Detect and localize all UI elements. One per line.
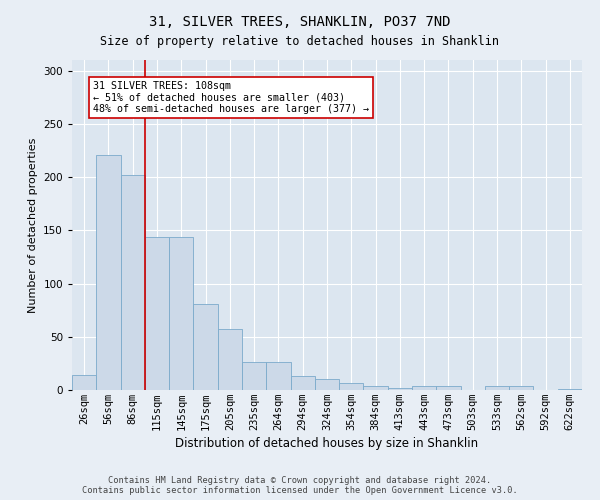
- Bar: [242, 362, 266, 390]
- Bar: [145, 236, 169, 390]
- Bar: [509, 386, 533, 390]
- X-axis label: Distribution of detached houses by size in Shanklin: Distribution of detached houses by size …: [175, 437, 479, 450]
- Bar: [485, 386, 509, 390]
- Bar: [193, 304, 218, 390]
- Text: 31, SILVER TREES, SHANKLIN, PO37 7ND: 31, SILVER TREES, SHANKLIN, PO37 7ND: [149, 15, 451, 29]
- Bar: [169, 236, 193, 390]
- Bar: [218, 330, 242, 390]
- Bar: [339, 382, 364, 390]
- Bar: [364, 386, 388, 390]
- Text: Size of property relative to detached houses in Shanklin: Size of property relative to detached ho…: [101, 35, 499, 48]
- Bar: [121, 175, 145, 390]
- Bar: [290, 376, 315, 390]
- Bar: [315, 380, 339, 390]
- Y-axis label: Number of detached properties: Number of detached properties: [28, 138, 38, 312]
- Bar: [388, 388, 412, 390]
- Bar: [266, 362, 290, 390]
- Bar: [96, 154, 121, 390]
- Bar: [72, 375, 96, 390]
- Text: 31 SILVER TREES: 108sqm
← 51% of detached houses are smaller (403)
48% of semi-d: 31 SILVER TREES: 108sqm ← 51% of detache…: [92, 82, 368, 114]
- Bar: [558, 389, 582, 390]
- Text: Contains HM Land Registry data © Crown copyright and database right 2024.
Contai: Contains HM Land Registry data © Crown c…: [82, 476, 518, 495]
- Bar: [436, 386, 461, 390]
- Bar: [412, 386, 436, 390]
